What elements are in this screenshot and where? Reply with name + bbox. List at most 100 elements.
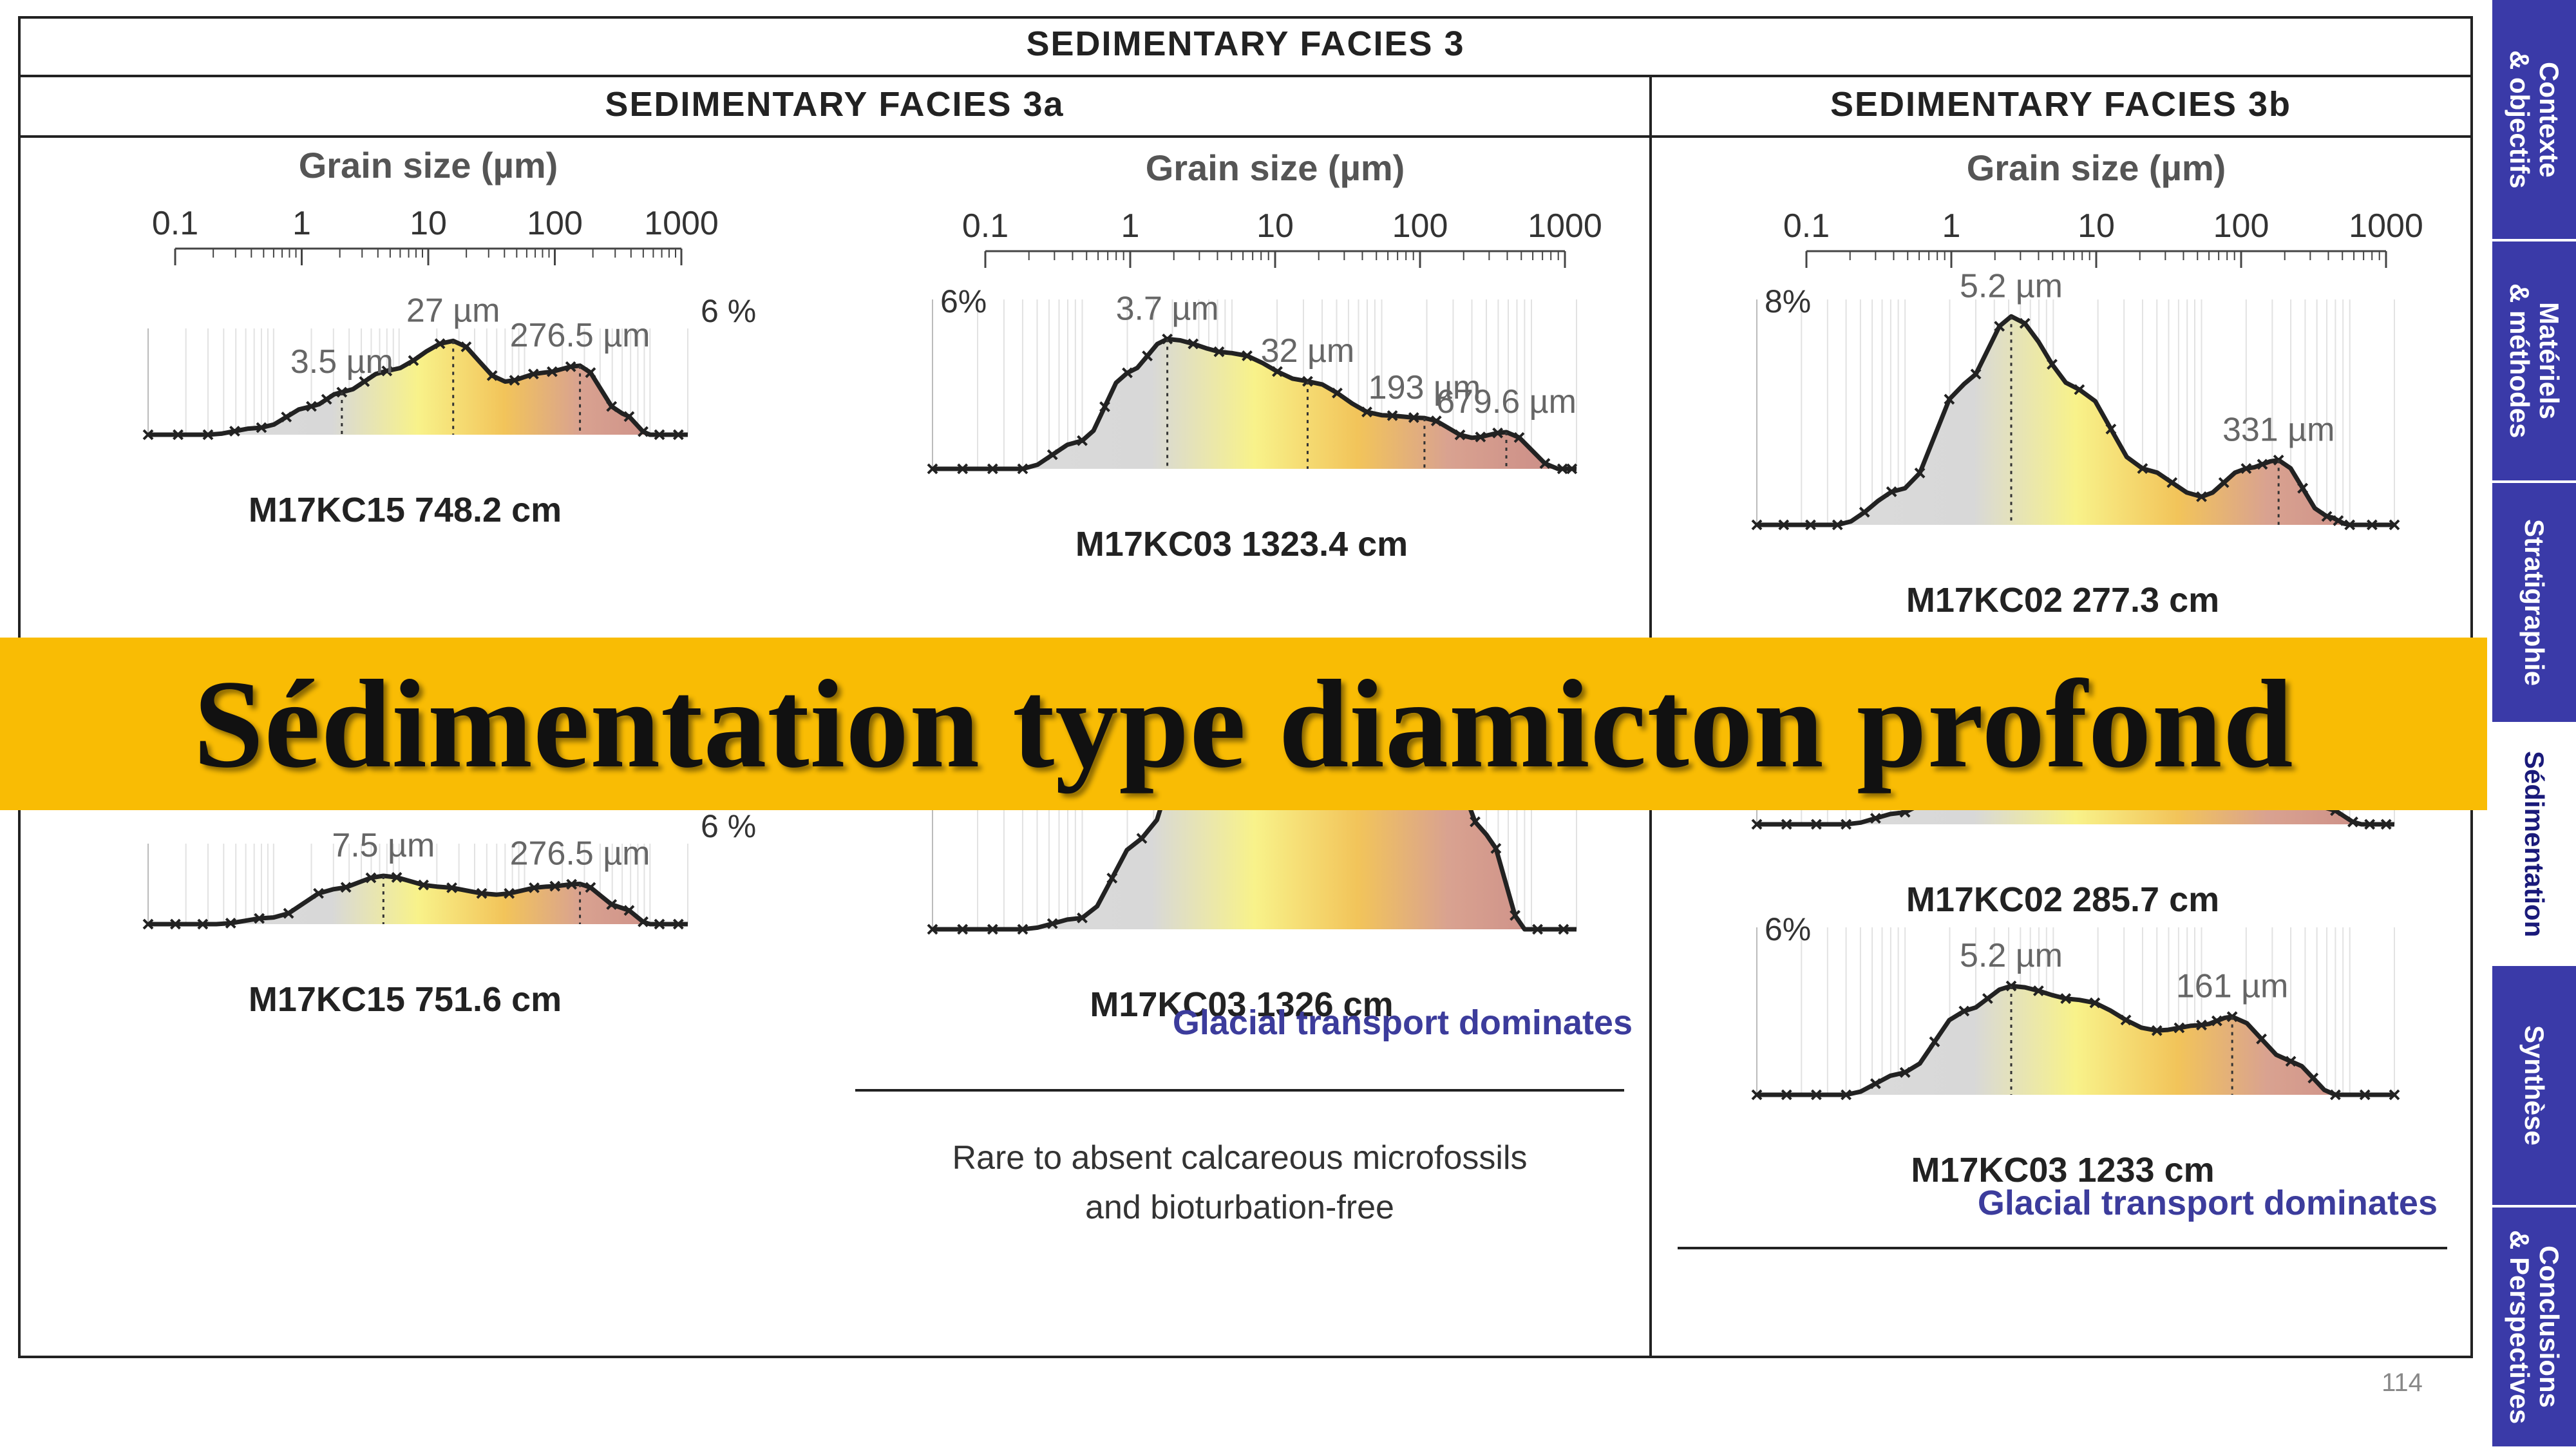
nav-tab-label: Synthèse	[2519, 1025, 2550, 1146]
peak-label: 32 µm	[1261, 332, 1355, 370]
data-marker	[283, 907, 294, 919]
data-marker	[1106, 873, 1118, 884]
y-max-label: 6 %	[701, 293, 756, 329]
data-marker	[1490, 843, 1502, 854]
data-marker	[1017, 463, 1028, 475]
data-marker	[381, 365, 393, 377]
data-marker	[927, 923, 938, 935]
data-marker	[654, 918, 665, 930]
data-marker	[1454, 429, 1466, 440]
sample-label: M17KC15 748.2 cm	[249, 491, 562, 529]
data-marker	[1914, 468, 1926, 478]
data-marker	[2240, 463, 2252, 474]
data-marker	[2366, 519, 2378, 531]
data-marker	[2285, 1056, 2297, 1067]
data-marker	[229, 426, 240, 437]
data-marker	[957, 923, 969, 935]
chart-m17kc02-277: 8% 5.2 µm 331 µm M17KC02 277.3 cm	[1751, 267, 2400, 620]
data-marker	[1361, 406, 1372, 418]
data-marker	[1778, 519, 1790, 531]
data-marker	[566, 878, 578, 890]
data-marker	[1982, 993, 1993, 1004]
data-marker	[546, 366, 558, 377]
data-marker	[2307, 1072, 2319, 1084]
axis-tick-label: 100	[527, 205, 583, 242]
data-marker	[1539, 458, 1551, 469]
data-marker	[1994, 321, 2005, 332]
peak-label: 331 µm	[2222, 411, 2334, 448]
data-marker	[2120, 1014, 2132, 1026]
peak-label: 276.5 µm	[510, 317, 650, 354]
axis-tick-label: 100	[2213, 207, 2269, 245]
axis-tick-label: 1	[1942, 207, 1961, 245]
y-max-label: 6 %	[701, 808, 756, 844]
data-marker	[638, 426, 649, 437]
peak-label: 161 µm	[2176, 968, 2288, 1005]
data-marker	[927, 463, 938, 475]
data-marker	[1077, 912, 1088, 923]
nav-tab-label: Conclusions & Perspectives	[2505, 1229, 2564, 1425]
title-banner: Sédimentation type diamicton profond	[0, 638, 2487, 810]
data-marker	[365, 872, 377, 884]
data-marker	[306, 401, 317, 412]
data-marker	[2256, 1033, 2268, 1045]
axis-title: Grain size (µm)	[299, 145, 558, 185]
main-title: SEDIMENTARY FACIES 3	[1026, 24, 1464, 63]
subtitle-facies-3a: SEDIMENTARY FACIES 3a	[605, 85, 1064, 124]
nav-tab-label: Stratigraphie	[2519, 518, 2550, 687]
data-marker	[1492, 427, 1504, 439]
data-marker	[527, 368, 539, 380]
nav-tab-stratigraphie[interactable]: Stratigraphie	[2492, 483, 2576, 724]
chart-m17kc15-748: 6 % 3.5 µm 27 µm 276.5 µm M17KC15 748.2 cm	[142, 292, 756, 529]
data-marker	[549, 880, 561, 892]
nav-tab-matériels[interactable]: Matériels & méthodes	[2492, 242, 2576, 483]
sample-label: M17KC15 751.6 cm	[249, 980, 562, 1019]
data-marker	[2151, 1025, 2163, 1036]
data-marker	[202, 429, 214, 440]
y-max-label: 6%	[1765, 911, 1811, 947]
data-marker	[509, 375, 520, 386]
data-marker	[2380, 819, 2392, 830]
y-max-label: 6%	[940, 283, 987, 319]
nav-tab-synthèse[interactable]: Synthèse	[2492, 966, 2576, 1208]
sample-label: M17KC03 1323.4 cm	[1075, 525, 1408, 564]
data-marker	[1099, 401, 1110, 412]
axis-title: Grain size (µm)	[1146, 147, 1405, 188]
data-marker	[504, 887, 515, 899]
data-marker	[1810, 1089, 1822, 1101]
axis-tick-label: 1	[292, 205, 311, 242]
data-marker	[1751, 519, 1763, 531]
page-number: 114	[2382, 1368, 2423, 1397]
data-marker	[321, 393, 332, 405]
data-marker	[1832, 519, 1843, 531]
nav-tab-conclusions[interactable]: Conclusions & Perspectives	[2492, 1208, 2576, 1449]
nav-tab-label: Matériels & méthodes	[2505, 283, 2564, 439]
peak-label: 3.7 µm	[1116, 290, 1219, 327]
note-rare-line1: Rare to absent calcareous microfossils	[952, 1139, 1527, 1177]
data-marker	[408, 355, 419, 366]
data-marker	[1781, 819, 1792, 830]
data-marker	[476, 887, 488, 899]
sample-label: M17KC03 1233 cm	[1911, 1151, 2214, 1189]
data-marker	[1958, 1005, 1970, 1017]
data-marker	[2333, 515, 2344, 526]
data-marker	[2389, 1089, 2400, 1101]
data-marker	[2347, 816, 2358, 828]
axis-tick-label: 1000	[2349, 207, 2423, 245]
data-marker	[2218, 477, 2230, 488]
data-marker	[359, 376, 370, 387]
data-marker	[1046, 449, 1058, 460]
data-marker	[1510, 910, 1520, 921]
data-marker	[623, 411, 635, 422]
y-max-label: 8%	[1765, 283, 1811, 319]
data-marker	[1272, 366, 1283, 377]
nav-tab-contexte[interactable]: Contexte & objectifs	[2492, 0, 2576, 242]
data-marker	[2297, 482, 2309, 494]
data-marker	[2359, 1089, 2371, 1101]
distribution-line	[148, 873, 688, 927]
data-marker	[391, 872, 402, 883]
data-marker	[2321, 511, 2333, 522]
data-marker	[1242, 350, 1253, 361]
data-marker	[1566, 463, 1578, 475]
nav-tab-sédimentation[interactable]: Sédimentation	[2492, 724, 2576, 966]
